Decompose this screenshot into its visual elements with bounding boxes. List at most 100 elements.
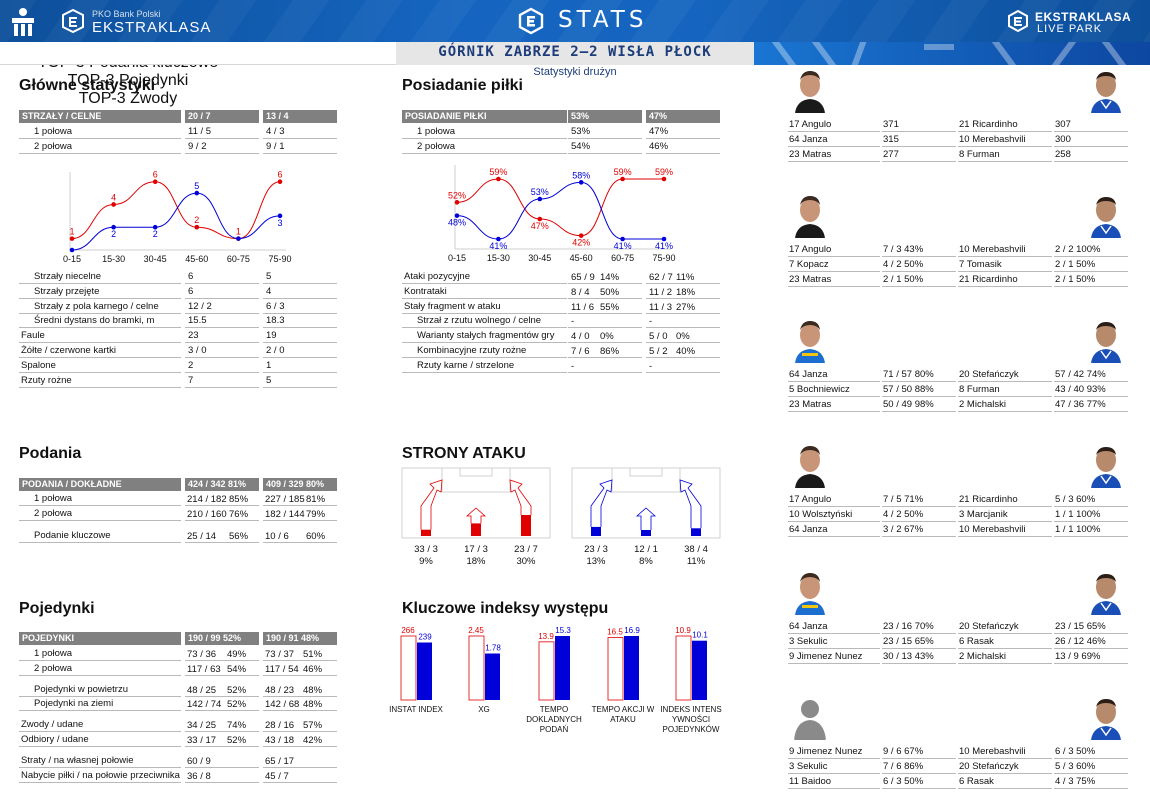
top3-player-home: 23 Matras (788, 273, 880, 287)
table-cell-away-value: 5 / 0 (649, 331, 668, 343)
table-cell-away (263, 697, 337, 712)
duels-header-home: 190 / 99 52% (185, 632, 259, 645)
table-cell-away-value: 227 / 185 (265, 494, 305, 505)
table-cell-home-value: 33 / 17 (187, 735, 217, 746)
table-row-label: 1 połowa (19, 492, 181, 506)
table-cell-away: 1 (263, 359, 337, 373)
data-point (111, 224, 116, 230)
data-label: 42% (572, 238, 590, 248)
data-point (496, 236, 501, 242)
table-cell-home-value: - (571, 360, 575, 372)
table-cell-away-value: 182 / 144 (265, 509, 305, 520)
data-point (111, 202, 116, 207)
table-cell-home-pct: 52% (227, 684, 247, 696)
table-row-label: 1 połowa (19, 125, 181, 139)
table-cell-away (263, 492, 337, 506)
page-title: STATS (558, 7, 648, 33)
duels-header-away: 190 / 91 48% (263, 632, 337, 645)
data-point (620, 236, 625, 242)
top3-player-home: 23 Matras (788, 398, 880, 412)
away-index-bar (692, 640, 707, 700)
table-cell-home (568, 329, 642, 344)
attack-side-bar (641, 530, 651, 536)
attack-side-bar (471, 523, 481, 536)
attack-side-value: 17 / 3 (464, 544, 488, 555)
top3-value-home: 57 / 50 88% (882, 383, 956, 397)
top3-player-home: 17 Angulo (788, 493, 880, 507)
table-cell-home-pct: 85% (229, 494, 249, 505)
x-tick-label: 30-45 (144, 254, 167, 264)
table-row-label: Pojedynki w powietrzu (19, 683, 181, 697)
table-row-label: Średni dystans do bramki, m (19, 314, 181, 329)
top3-value-home: 23 / 16 70% (882, 620, 956, 634)
table-row-label: Zwody / udane (19, 718, 181, 733)
attack-side-percent: 13% (586, 556, 606, 567)
home-index-bar (538, 641, 555, 701)
data-point (454, 200, 460, 205)
table-cell-away-value: 65 / 17 (265, 755, 295, 767)
table-cell-away-value: 73 / 37 (265, 649, 295, 660)
table-row-label: Ataki pozycyjne (402, 270, 567, 284)
match-subtitle: Statystyki drużyn (533, 66, 617, 78)
table-cell-away-value: - (649, 316, 653, 328)
table-cell-away-value: 142 / 68 (265, 699, 300, 711)
data-point (194, 224, 200, 230)
table-cell-home (568, 300, 642, 314)
table-cell-away-pct: 48% (303, 684, 323, 696)
series-line (71, 192, 281, 251)
data-point (152, 224, 158, 230)
table-row-label: Strzały niecelne (19, 270, 181, 284)
away-index-label: 15.3 (555, 626, 571, 635)
top3-title: TOP-3 Zwody (78, 90, 178, 107)
table-cell-home (185, 697, 259, 712)
table-cell-away: 46% (646, 140, 720, 154)
top3-player-home: 17 Angulo (788, 118, 880, 132)
data-point (661, 176, 667, 182)
x-tick-label: 45-60 (185, 254, 208, 264)
data-point (537, 196, 543, 202)
table-cell-away (263, 507, 337, 521)
table-cell-home: 54% (568, 140, 642, 154)
top3-player-home: 64 Janza (788, 133, 880, 147)
table-cell-away-pct: 57% (303, 720, 323, 732)
table-cell-away (646, 300, 720, 314)
table-cell-away-value: 5 / 2 (649, 346, 668, 357)
table-row-label: Strzał z rzutu wolnego / celne (402, 314, 567, 329)
possession-header-away: 47% (646, 110, 720, 123)
data-point (620, 176, 625, 182)
top3-value-away: 5 / 3 60% (1054, 760, 1128, 774)
index-category-label: PODAŃ (540, 725, 569, 734)
table-cell-home-value: - (571, 316, 575, 328)
top3-value-home: 7 / 3 43% (882, 243, 956, 257)
top3-value-away: 258 (1054, 148, 1128, 162)
attack-side-bar (521, 515, 531, 536)
top3-player-away: 7 Tomasik (958, 258, 1052, 272)
goal-area (459, 467, 493, 477)
main-stats-header-away: 13 / 4 (263, 110, 337, 123)
attack-side-bar (591, 526, 601, 536)
data-label: 1 (69, 227, 74, 237)
table-cell-away-value: 28 / 16 (265, 720, 295, 732)
table-cell-away (263, 754, 337, 768)
index-category-label: DOKLADNYCH (526, 715, 582, 724)
player-photo-left (792, 695, 828, 740)
table-cell-home-value: 36 / 8 (187, 770, 211, 782)
table-cell-away-value: 11 / 2 (649, 286, 673, 298)
top3-title: TOP-3 Pojedynki (67, 72, 189, 89)
player-photo-right (1088, 695, 1124, 740)
table-cell-away: 5 (263, 374, 337, 388)
index-category-label: XG (478, 705, 490, 714)
top3-player-away: 8 Furman (958, 148, 1052, 162)
table-cell-home-value: 7 / 6 (571, 346, 590, 357)
x-tick-label: 75-90 (268, 254, 291, 264)
top3-value-away: 300 (1054, 133, 1128, 147)
attack-side-value: 33 / 3 (414, 544, 438, 555)
away-index-label: 16.9 (624, 626, 640, 635)
table-cell-away-pct: 51% (303, 649, 323, 660)
index-category-label: TEMPO (540, 705, 568, 714)
top3-value-home: 2 / 1 50% (882, 273, 956, 287)
table-cell-home-pct: 86% (600, 346, 620, 357)
player-photo-left (792, 443, 828, 488)
table-cell-home-value: 8 / 4 (571, 286, 590, 298)
